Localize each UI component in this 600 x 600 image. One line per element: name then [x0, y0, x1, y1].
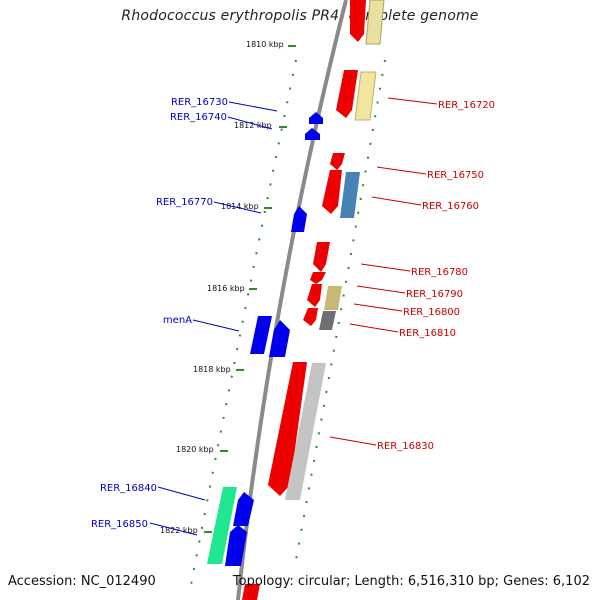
gene-RER_16740 [305, 128, 320, 140]
label-RER_16770: RER_16770 [156, 197, 213, 208]
feature-gray-16810 [319, 311, 336, 330]
leader-RER_16830 [329, 436, 377, 446]
gene-RER_16810 [303, 308, 318, 326]
tick-label-1816: 1816 kbp [207, 284, 245, 293]
label-RER_16740: RER_16740 [170, 112, 227, 123]
gene-RER_16760 [322, 170, 342, 214]
gene-RER_16800 [307, 284, 322, 307]
tick-label-1812: 1812 kbp [234, 121, 272, 130]
label-RER_16750: RER_16750 [427, 170, 484, 181]
gene-RER_16830 [268, 362, 307, 496]
topology-text: Topology: circular; Length: 6,516,310 bp… [232, 574, 590, 589]
label-RER_16810: RER_16810 [399, 328, 456, 339]
leader-RER_16810 [349, 323, 399, 333]
label-RER_16830: RER_16830 [377, 441, 434, 452]
label-RER_16780: RER_16780 [411, 267, 468, 278]
leader-RER_16760 [371, 196, 422, 206]
minus-strand-genes [207, 112, 323, 566]
label-RER_16800: RER_16800 [403, 307, 460, 318]
feature-green-16840 [207, 487, 237, 564]
tick-label-1820: 1820 kbp [176, 445, 214, 454]
label-RER_16720: RER_16720 [438, 100, 495, 111]
gene-menA-2 [269, 320, 290, 357]
leader-RER_16790 [356, 285, 406, 294]
label-menA: menA [163, 315, 192, 326]
accession-text: Accession: NC_012490 [8, 574, 156, 589]
leader-RER_16720 [387, 97, 438, 105]
feature-blue-16760 [340, 172, 360, 218]
gene-RER_16750 [330, 153, 345, 170]
leader-RER_16800 [353, 303, 403, 312]
leader-RER_16750 [376, 166, 427, 175]
leader-RER_16850 [149, 522, 198, 536]
gene-menA-1 [250, 316, 272, 354]
gene-RER_16710 [350, 0, 366, 42]
feature-tan-16800 [324, 286, 342, 310]
gene-RER_16730 [309, 112, 323, 124]
feature-yellow-16720 [354, 71, 377, 121]
map-title: Rhodococcus erythropolis PR4, complete g… [121, 8, 479, 24]
label-RER_16850: RER_16850 [91, 519, 148, 530]
leader-RER_16770 [213, 201, 262, 214]
tick-label-1818: 1818 kbp [193, 365, 231, 374]
tick-label-1810: 1810 kbp [246, 40, 284, 49]
plus-strand-genes [242, 0, 385, 600]
label-RER_16730: RER_16730 [171, 97, 228, 108]
leader-RER_16740 [227, 116, 273, 130]
leader-RER_16780 [360, 263, 411, 272]
leader-RER_16840 [157, 486, 206, 501]
gene-RER_16780 [313, 242, 330, 272]
gene-RER_16790 [310, 272, 326, 284]
label-RER_16840: RER_16840 [100, 483, 157, 494]
leader-menA [192, 319, 240, 332]
leader-RER_16730 [228, 101, 278, 112]
label-RER_16790: RER_16790 [406, 289, 463, 300]
gene-RER_16860 [242, 584, 260, 600]
gene-RER_16850 [225, 525, 247, 566]
gene-RER_16770 [291, 206, 307, 232]
feature-yellow-top [365, 0, 385, 45]
feature-gray-16830 [285, 363, 326, 500]
gene-RER_16720 [336, 70, 358, 118]
tick-label-1814: 1814 kbp [221, 202, 259, 211]
gene-RER_16840 [233, 492, 254, 526]
label-RER_16760: RER_16760 [422, 201, 479, 212]
major-ticks [204, 45, 296, 533]
